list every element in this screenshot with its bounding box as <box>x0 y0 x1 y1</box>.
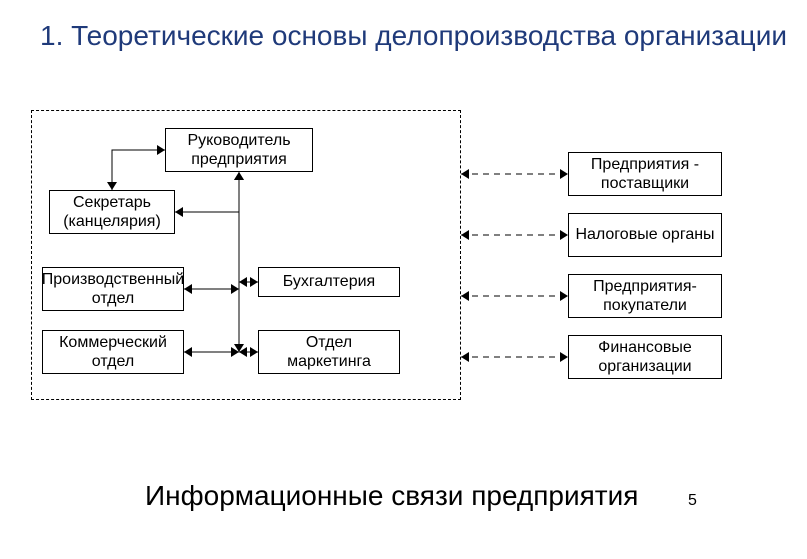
node-suppliers: Предприятия - поставщики <box>568 152 722 196</box>
node-leader: Руководитель предприятия <box>165 128 313 172</box>
node-buyers-label: Предприятия-покупатели <box>573 277 717 315</box>
page-number: 5 <box>688 492 697 510</box>
node-accounting: Бухгалтерия <box>258 267 400 297</box>
node-production-label: Производственный отдел <box>42 270 184 308</box>
node-finance-label: Финансовые организации <box>573 338 717 376</box>
node-suppliers-label: Предприятия - поставщики <box>573 155 717 193</box>
node-secretary: Секретарь (канцелярия) <box>49 190 175 234</box>
node-marketing-label: Отдел маркетинга <box>263 333 395 371</box>
node-buyers: Предприятия-покупатели <box>568 274 722 318</box>
node-leader-label: Руководитель предприятия <box>170 131 308 169</box>
node-tax: Налоговые органы <box>568 213 722 257</box>
slide-subtitle: Информационные связи предприятия <box>145 480 638 512</box>
node-accounting-label: Бухгалтерия <box>283 272 375 291</box>
node-commercial: Коммерческий отдел <box>42 330 184 374</box>
node-marketing: Отдел маркетинга <box>258 330 400 374</box>
slide-title: 1. Теоретические основы делопроизводства… <box>40 18 787 53</box>
node-commercial-label: Коммерческий отдел <box>47 333 179 371</box>
node-tax-label: Налоговые органы <box>575 225 714 244</box>
node-secretary-label: Секретарь (канцелярия) <box>54 193 170 231</box>
node-production: Производственный отдел <box>42 267 184 311</box>
node-finance: Финансовые организации <box>568 335 722 379</box>
